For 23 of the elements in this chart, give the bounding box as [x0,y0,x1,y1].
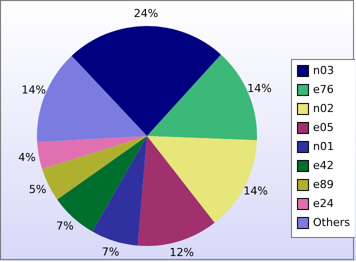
data-label: 14% [243,184,268,198]
pie-slice [92,136,147,246]
data-label: 5% [28,183,46,196]
data-label: 14% [21,84,46,97]
pie-slice [57,136,147,232]
legend-label: e89 [313,178,334,191]
data-label: 7% [56,219,74,232]
data-label: 12% [169,246,194,259]
legend-label: Others [313,216,350,229]
legend-label: n01 [313,140,334,153]
data-label: 7% [102,245,120,258]
legend-label: n02 [313,102,334,115]
data-label: 4% [18,150,36,164]
pie-slice [138,136,215,246]
legend-label: e42 [313,159,334,172]
pie-slice [37,136,147,169]
legend-label: e05 [313,121,334,134]
legend-label: n03 [313,64,334,77]
data-label: 24% [134,7,158,20]
legend-label: e76 [313,83,334,96]
legend-label: e24 [313,197,334,210]
pie-slice [72,26,222,136]
data-label: 14% [247,82,272,95]
